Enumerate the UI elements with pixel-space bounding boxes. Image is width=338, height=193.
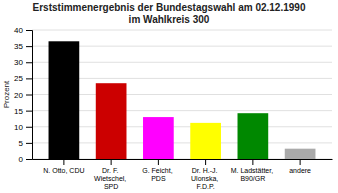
x-tick: Dr. H.-J. Ulonska, F.D.P.: [191, 159, 220, 190]
y-tick-label: 40: [14, 26, 23, 35]
y-tick: 15: [14, 107, 32, 116]
y-tick-label: 20: [14, 91, 23, 100]
x-tick-label: N. Otto, CDU: [43, 167, 84, 174]
bar: [285, 149, 316, 159]
x-tick-mark: [300, 159, 301, 165]
y-axis-line: [26, 31, 33, 160]
y-tick-label: 5: [19, 139, 24, 148]
y-tick: 0: [19, 155, 32, 164]
bar: [190, 123, 221, 159]
x-tick-label-line: SPD: [104, 183, 118, 190]
x-tick-label: Dr. F. Wietschel, SPD: [94, 167, 128, 190]
y-tick: 40: [14, 26, 32, 35]
x-tick-label-line: Dr. F.: [102, 167, 120, 174]
x-tick-label-line: F.D.P.: [197, 183, 215, 190]
y-tick-mark: [26, 95, 32, 96]
y-tick: 35: [14, 42, 32, 51]
y-tick-mark: [26, 143, 32, 144]
x-tick: N. Otto, CDU: [43, 159, 84, 174]
bar: [238, 113, 269, 159]
x-tick-label-line: N. Otto, CDU: [43, 167, 84, 174]
y-tick-mark: [26, 78, 32, 79]
y-axis: 0 5 10 15 20 25 30 35 40: [14, 26, 32, 164]
x-tick-mark: [63, 159, 64, 165]
x-tick-label-line: M. Ladstätter,: [231, 167, 275, 174]
plot: 0 5 10 15 20 25 30 35 40 N. Otto, CDU Dr. F. Wiets…: [14, 26, 332, 190]
bar: [49, 41, 80, 159]
y-axis-title: Prozent: [2, 80, 11, 108]
x-tick: M. Ladstätter, B90/GR: [231, 159, 275, 182]
x-tick-mark: [158, 159, 159, 165]
x-tick-mark: [111, 159, 112, 165]
grid-line: [32, 30, 332, 31]
x-tick-mark: [252, 159, 253, 165]
bar: [143, 117, 174, 159]
y-tick-mark: [26, 62, 32, 63]
x-tick: andere: [289, 159, 311, 174]
y-tick: 20: [14, 91, 32, 100]
x-tick-label: M. Ladstätter, B90/GR: [231, 167, 275, 182]
x-tick-label-line: B90/GR: [240, 175, 265, 182]
grid: [32, 30, 332, 159]
x-tick-label-line: Wietschel,: [94, 175, 128, 182]
y-tick: 10: [14, 123, 32, 132]
chart: Erststimmenergebnis der Bundestagswahl a…: [0, 0, 338, 193]
y-tick-mark: [26, 127, 32, 128]
y-tick-label: 35: [14, 42, 23, 51]
y-tick-label: 0: [19, 155, 24, 164]
subtitle: im Wahlkreis 300: [129, 14, 210, 25]
x-tick-label: Dr. H.-J. Ulonska, F.D.P.: [191, 167, 220, 190]
x-tick-label-line: Dr. H.-J.: [192, 167, 220, 174]
y-tick: 30: [14, 58, 32, 67]
x-tick: Dr. F. Wietschel, SPD: [94, 159, 128, 190]
x-tick-mark: [205, 159, 206, 165]
x-tick: G. Feicht, PDS: [142, 159, 174, 182]
y-tick-label: 10: [14, 123, 23, 132]
x-tick-label-line: PDS: [151, 175, 166, 182]
x-axis-line: [33, 159, 333, 160]
bars: [49, 41, 316, 159]
y-tick-label: 15: [14, 107, 23, 116]
y-tick-mark: [26, 159, 32, 160]
y-tick-label: 25: [14, 74, 23, 83]
title: Erststimmenergebnis der Bundestagswahl a…: [33, 2, 306, 13]
x-tick-label: andere: [289, 167, 311, 174]
y-tick-mark: [26, 111, 32, 112]
y-tick-mark: [26, 30, 32, 31]
x-axis: N. Otto, CDU Dr. F. Wietschel, SPD G. Feic…: [33, 159, 333, 190]
bar: [96, 83, 127, 159]
y-tick: 25: [14, 74, 32, 83]
y-tick-mark: [26, 46, 32, 47]
x-tick-label-line: Ulonska,: [191, 175, 220, 182]
y-tick: 5: [19, 139, 32, 148]
y-tick-label: 30: [14, 58, 23, 67]
x-tick-label: G. Feicht, PDS: [142, 167, 174, 182]
x-tick-label-line: G. Feicht,: [142, 167, 174, 174]
x-tick-label-line: andere: [289, 167, 311, 174]
